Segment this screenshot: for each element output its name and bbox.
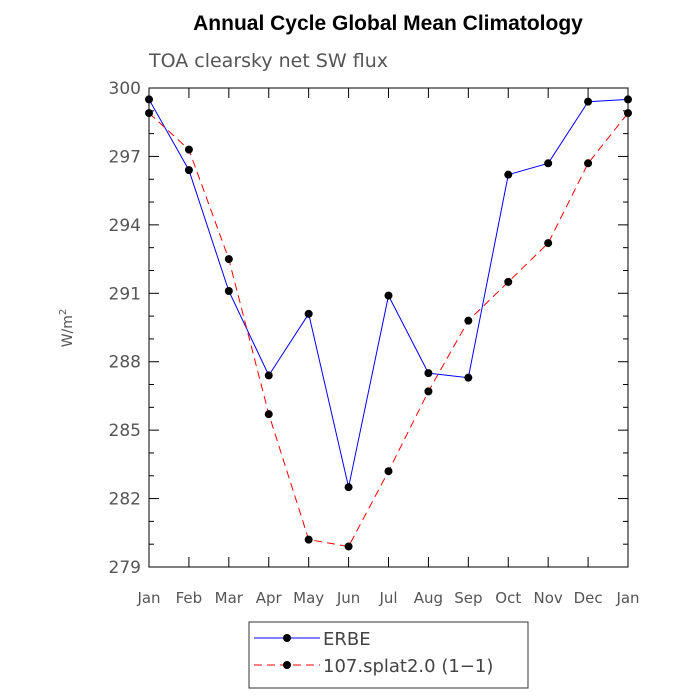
y-tick-label: 291 <box>109 284 141 304</box>
series-1-point <box>264 410 273 419</box>
x-tick-label: May <box>293 589 324 607</box>
series-0-point <box>224 287 233 296</box>
y-tick-label: 282 <box>109 490 141 510</box>
series-layer <box>145 95 632 551</box>
series-1-point <box>224 255 233 264</box>
series-1-point <box>384 467 393 476</box>
plot-frame <box>148 87 629 568</box>
x-tick-label: Oct <box>495 589 521 607</box>
series-1-point <box>464 316 473 325</box>
series-0-point <box>184 166 193 175</box>
x-tick-label: Jul <box>378 589 397 607</box>
x-tick-label: Aug <box>414 589 443 607</box>
series-0-point <box>264 371 273 380</box>
y-axis-label-superscript: 2 <box>58 309 69 315</box>
y-axis-label: W/m2 <box>58 309 76 348</box>
legend: ERBE 107.splat2.0 (1−1) <box>248 621 529 689</box>
x-tick-label: Apr <box>256 589 283 607</box>
y-tick-label: 285 <box>109 421 141 441</box>
series-1-point <box>184 145 193 154</box>
series-0-point <box>504 170 513 179</box>
series-0-point <box>344 483 353 492</box>
legend-marker-erbe <box>283 634 291 642</box>
chart-title: Annual Cycle Global Mean Climatology <box>193 12 583 35</box>
x-tick-label: Dec <box>574 589 603 607</box>
legend-box <box>248 621 529 689</box>
axis-ticks <box>148 87 629 568</box>
x-tick-label: Jan <box>136 589 160 607</box>
x-tick-label: Feb <box>176 589 203 607</box>
legend-label-model: 107.splat2.0 (1−1) <box>323 656 493 677</box>
series-0-point <box>464 373 473 382</box>
y-tick-label: 288 <box>109 353 141 373</box>
y-tick-label: 297 <box>109 147 141 167</box>
series-1-point <box>544 239 553 248</box>
y-tick-label: 279 <box>109 558 141 578</box>
series-0-point <box>384 291 393 300</box>
series-1-point <box>504 277 513 286</box>
x-tick-label: Nov <box>534 589 563 607</box>
series-1-point <box>344 542 353 551</box>
series-0-point <box>584 97 593 106</box>
series-line-1 <box>148 112 629 548</box>
series-1-point <box>424 387 433 396</box>
x-tick-label: Sep <box>454 589 482 607</box>
y-tick-labels: 279 282 285 288 291 294 297 300 <box>109 79 141 578</box>
legend-label-erbe: ERBE <box>323 629 371 650</box>
series-1-point <box>304 535 313 544</box>
x-tick-label: Jan <box>615 589 639 607</box>
series-0-point <box>304 309 313 318</box>
x-tick-labels: Jan Feb Mar Apr May Jun Jul Aug Sep Oct Nov Dec Jan <box>136 589 639 607</box>
legend-marker-model <box>283 661 291 669</box>
series-0-point <box>424 369 433 378</box>
x-tick-label: Mar <box>215 589 244 607</box>
series-1-point <box>584 159 593 168</box>
y-tick-label: 294 <box>109 216 141 236</box>
chart-subtitle: TOA clearsky net SW flux <box>148 50 388 72</box>
y-tick-label: 300 <box>109 79 141 99</box>
series-0-point <box>544 159 553 168</box>
x-tick-label: Jun <box>336 589 360 607</box>
